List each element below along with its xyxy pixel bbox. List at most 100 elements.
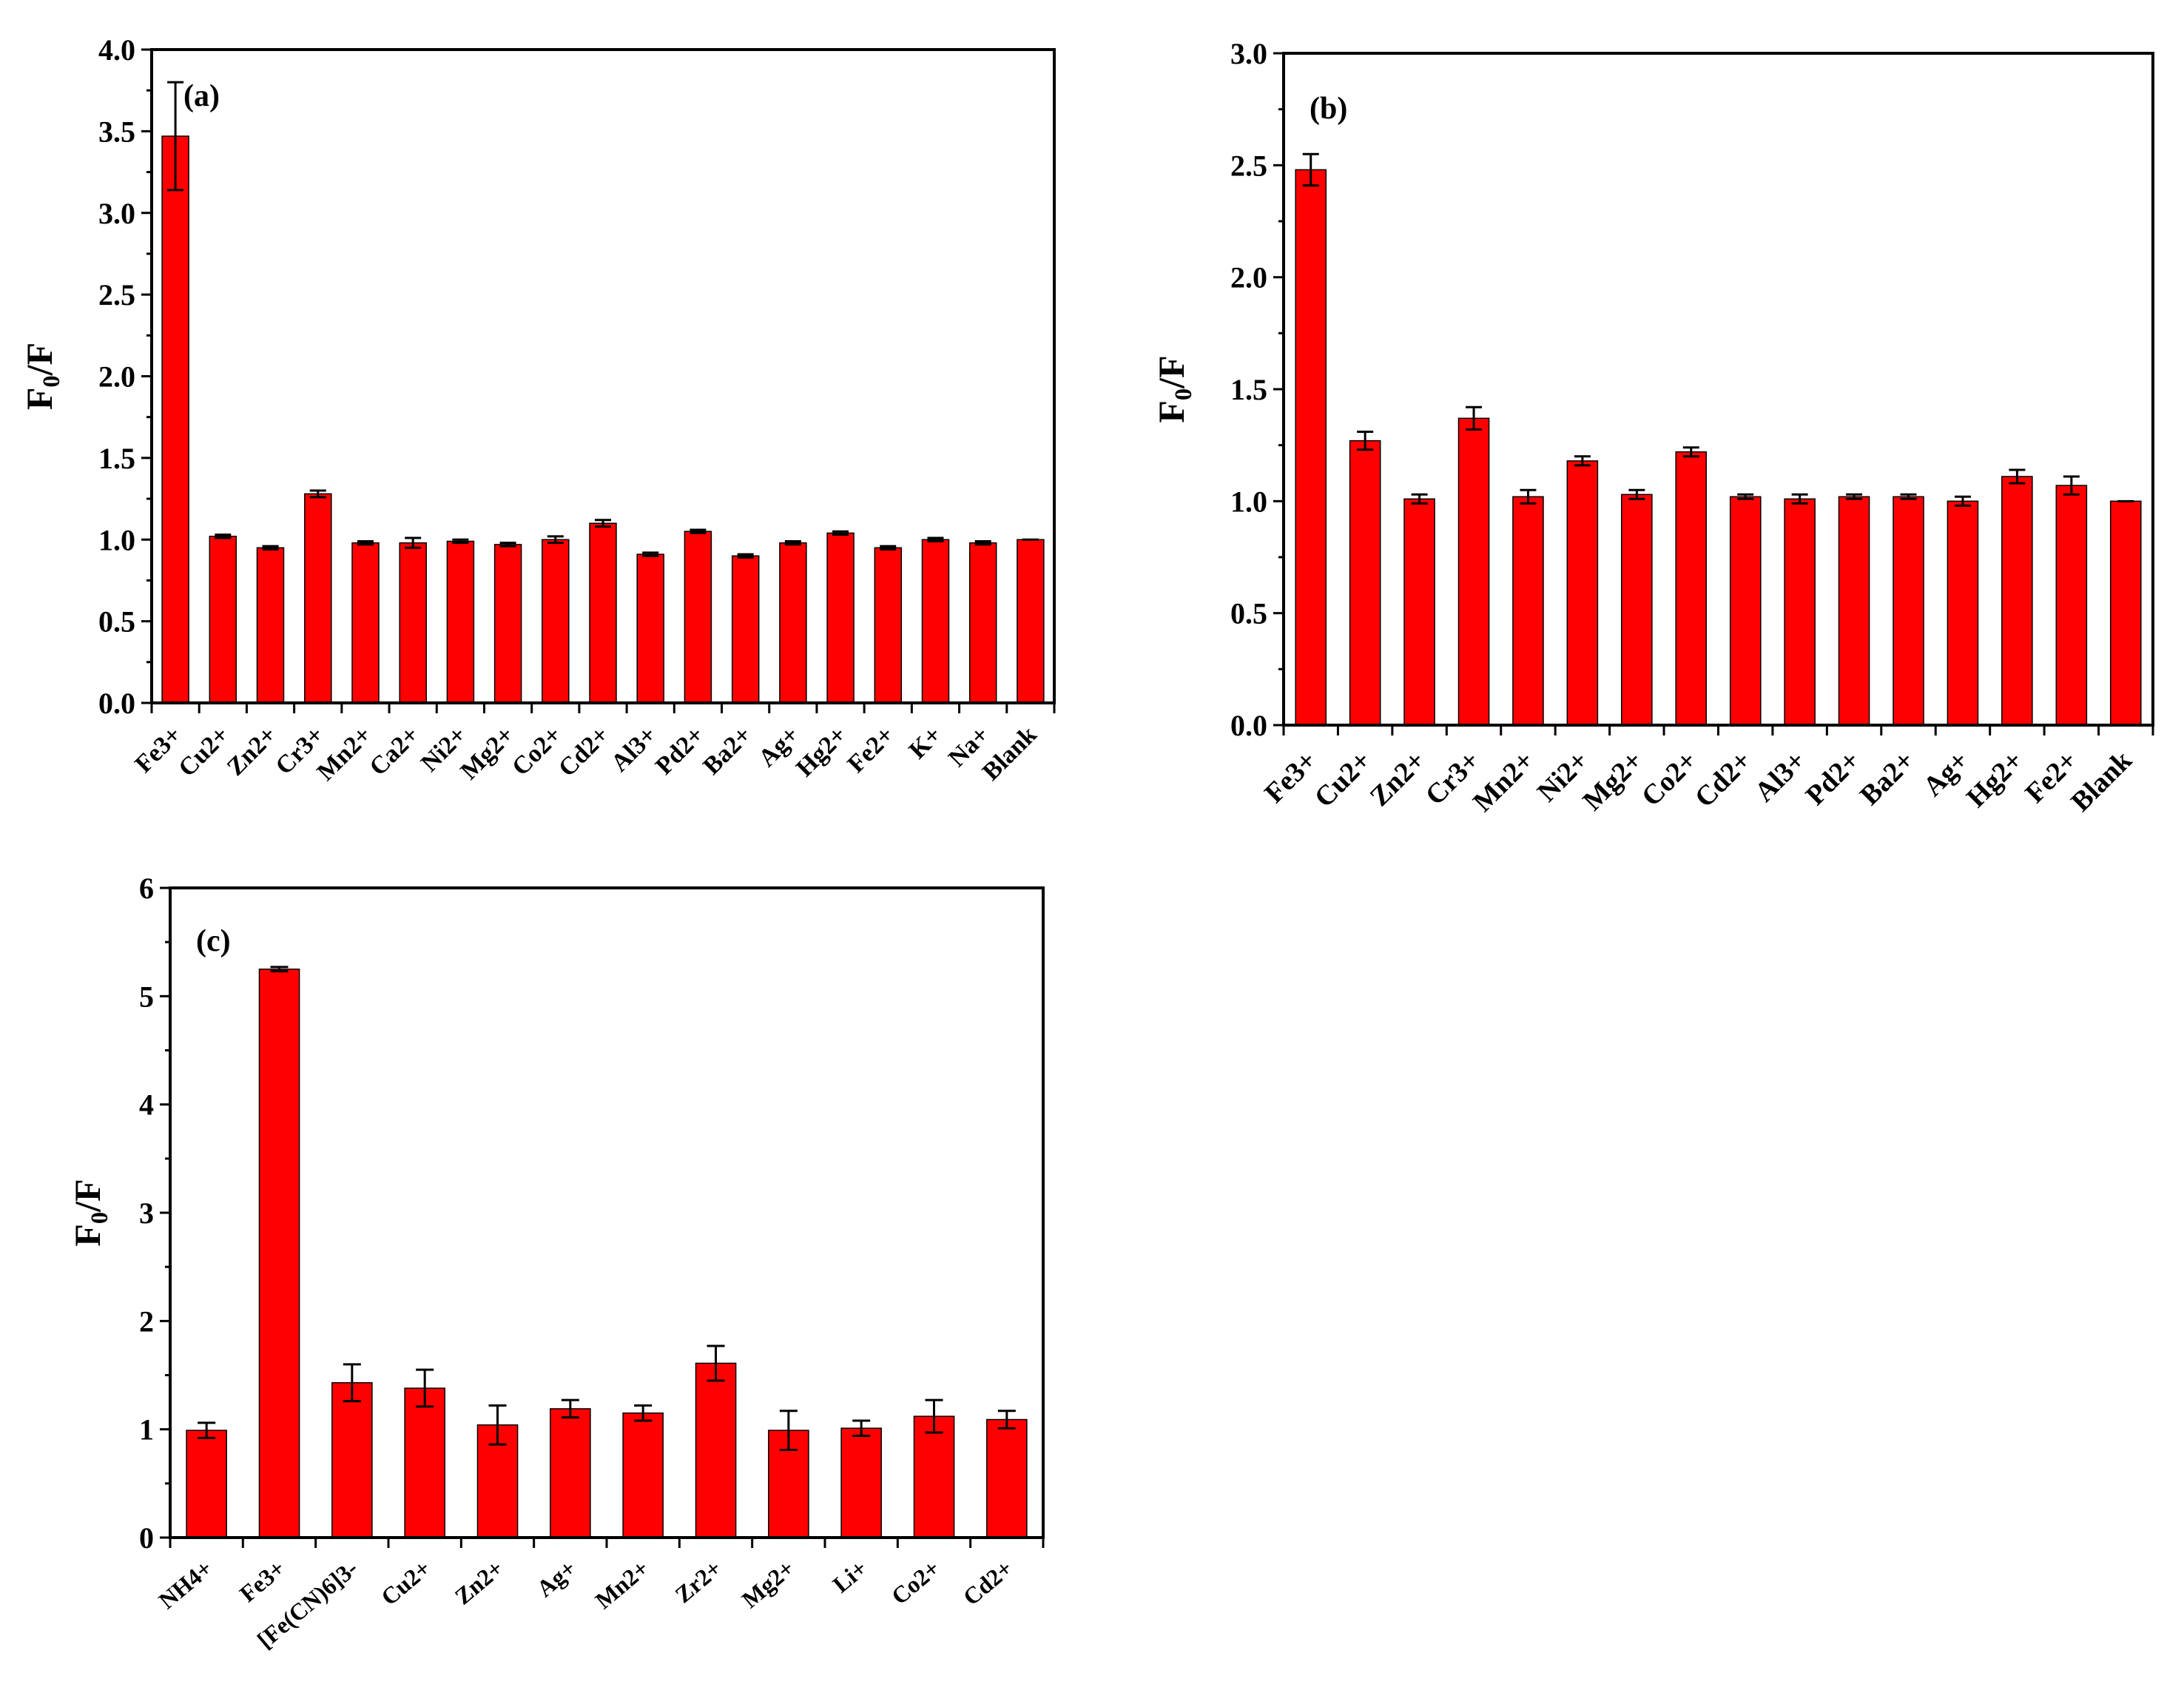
panel-label: (c) xyxy=(196,924,231,958)
bar xyxy=(695,1362,737,1538)
error-bar xyxy=(779,1410,798,1451)
error-bar xyxy=(2009,468,2026,485)
error-bar xyxy=(1302,152,1319,187)
error-bar xyxy=(416,1368,434,1408)
x-tick-label: Zn2+ xyxy=(450,1555,508,1610)
error-bar xyxy=(499,542,516,548)
x-tick-label: Mn2+ xyxy=(590,1555,654,1614)
x-tick-label: Mn2+ xyxy=(312,721,377,786)
bar xyxy=(1457,417,1490,726)
bar xyxy=(331,1381,373,1538)
error-bar xyxy=(634,1404,653,1422)
error-bar xyxy=(642,551,659,557)
chart-panel-b: 0.00.51.01.52.02.53.0Fe3+Cu2+Zn2+Cr3+Mn2… xyxy=(1150,37,2154,818)
y-tick-label: 1 xyxy=(139,1413,154,1447)
error-bar xyxy=(852,1419,871,1437)
error-bar xyxy=(167,81,184,192)
error-bar xyxy=(1357,431,1374,451)
x-tick-label: Li+ xyxy=(827,1555,872,1598)
bar xyxy=(186,1430,227,1538)
bar xyxy=(2001,476,2033,726)
x-tick-label: Hg2+ xyxy=(791,721,852,782)
bar xyxy=(209,536,237,704)
error-bar xyxy=(309,489,326,499)
y-tick-label: 5 xyxy=(139,980,154,1013)
x-tick-label: Ca2+ xyxy=(365,721,425,781)
error-bar xyxy=(2063,475,2080,496)
bar xyxy=(1349,440,1381,726)
error-bar xyxy=(452,538,469,545)
x-tick-label: Mg2+ xyxy=(737,1555,800,1613)
bar xyxy=(1621,494,1653,726)
y-tick-label: 0.5 xyxy=(98,605,135,639)
y-tick-label: 3.0 xyxy=(1230,37,1267,70)
y-tick-label: 4 xyxy=(139,1088,154,1122)
bar xyxy=(921,539,950,704)
error-bar xyxy=(1682,446,1699,458)
y-tick-label: 2.0 xyxy=(1230,261,1267,294)
bar xyxy=(589,522,617,704)
error-bar xyxy=(1411,493,1428,505)
bar xyxy=(404,1387,445,1538)
bar xyxy=(1566,460,1599,726)
x-tick-label: Zr2+ xyxy=(670,1555,727,1608)
error-bar xyxy=(270,966,289,973)
x-tick-label: Hg2+ xyxy=(1961,745,2029,814)
bar xyxy=(161,135,189,704)
y-axis-label: F0/F xyxy=(18,343,65,410)
x-tick-label: Cu2+ xyxy=(376,1555,436,1611)
y-tick-label: 2.5 xyxy=(1230,149,1267,182)
x-tick-label: Cu2+ xyxy=(173,721,235,782)
x-tick-label: Al3+ xyxy=(1749,745,1812,808)
bar xyxy=(826,532,855,704)
bar xyxy=(1893,496,1924,726)
error-bar xyxy=(707,1344,725,1382)
bar xyxy=(399,542,427,704)
x-tick-label: Al3+ xyxy=(606,721,662,777)
x-tick-label: Cd2+ xyxy=(553,721,615,782)
x-tick-label: Co2+ xyxy=(886,1555,945,1610)
bar xyxy=(874,547,903,704)
bar xyxy=(1017,539,1045,704)
x-tick-label: Fe3+ xyxy=(235,1555,290,1607)
bar xyxy=(550,1408,591,1538)
x-tick-label: K+ xyxy=(904,721,948,764)
error-bar xyxy=(1520,488,1537,505)
bar xyxy=(1729,496,1762,726)
x-tick-label: Mn2+ xyxy=(1467,745,1540,818)
x-tick-label: Fe2+ xyxy=(843,721,900,778)
error-bar xyxy=(405,536,422,549)
error-bar xyxy=(1791,493,1808,505)
x-tick-label: Zn2+ xyxy=(222,721,282,781)
bar xyxy=(684,531,712,704)
bar xyxy=(1512,496,1544,726)
x-tick-label: Ag+ xyxy=(531,1555,581,1602)
x-tick-label: Co2+ xyxy=(1636,745,1703,812)
error-bar xyxy=(595,519,611,528)
error-bar xyxy=(1900,493,1917,500)
y-tick-label: 0.5 xyxy=(1230,597,1267,630)
y-tick-label: 0.0 xyxy=(98,687,135,720)
x-tick-label: Cu2+ xyxy=(1309,745,1378,814)
y-tick-label: 1.0 xyxy=(1230,485,1267,518)
error-bar xyxy=(215,533,232,539)
x-tick-label: Cd2+ xyxy=(958,1555,1018,1611)
bar xyxy=(256,547,285,704)
error-bar xyxy=(784,539,801,546)
bar xyxy=(1403,498,1435,726)
x-tick-label: Pd2+ xyxy=(650,721,710,780)
error-bar xyxy=(488,1404,507,1446)
y-tick-label: 1.5 xyxy=(1230,373,1267,406)
bar xyxy=(351,542,380,704)
y-tick-label: 1.5 xyxy=(98,442,135,475)
bar xyxy=(968,542,997,704)
y-tick-label: 0.0 xyxy=(1230,709,1267,742)
bar xyxy=(1295,169,1327,726)
error-bar xyxy=(547,535,564,545)
bar xyxy=(542,539,570,704)
error-bar xyxy=(343,1363,361,1403)
x-tick-label: Ba2+ xyxy=(698,721,757,780)
bar xyxy=(2109,500,2142,726)
error-bar xyxy=(974,539,991,546)
